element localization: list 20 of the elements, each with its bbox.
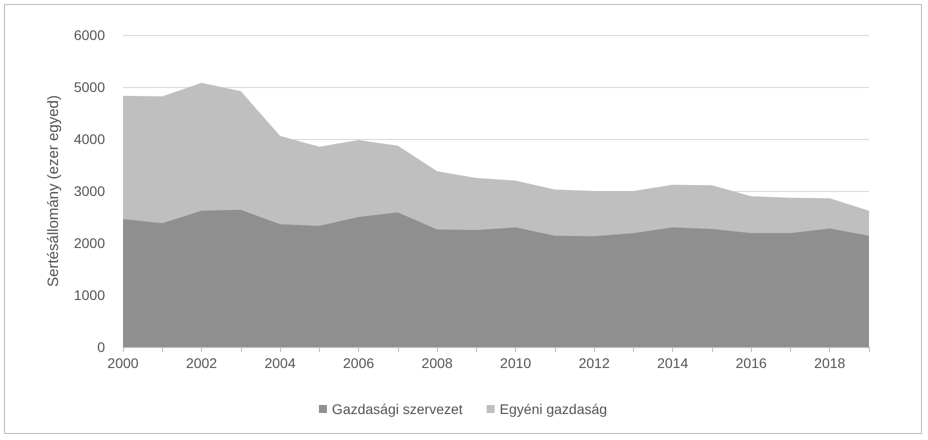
x-tick-label: 2004 bbox=[264, 355, 296, 371]
x-tick-label: 2010 bbox=[500, 355, 532, 371]
legend-label: Gazdasági szervezet bbox=[332, 401, 463, 417]
x-tick-label: 2008 bbox=[422, 355, 453, 371]
y-tick-label: 4000 bbox=[74, 131, 106, 147]
x-tick-label: 2012 bbox=[578, 355, 610, 371]
y-tick-label: 1000 bbox=[74, 287, 106, 303]
x-tick-label: 2006 bbox=[343, 355, 374, 371]
y-tick-label: 3000 bbox=[74, 183, 106, 199]
y-tick-label: 5000 bbox=[74, 79, 106, 95]
legend-label: Egyéni gazdaság bbox=[500, 401, 608, 417]
y-tick-label: 6000 bbox=[74, 27, 106, 43]
x-tick-label: 2016 bbox=[736, 355, 767, 371]
y-tick-label: 2000 bbox=[74, 235, 106, 251]
y-tick-label: 0 bbox=[97, 339, 106, 355]
x-tick-label: 2014 bbox=[657, 355, 688, 371]
x-tick-label: 2000 bbox=[107, 355, 139, 371]
y-axis-title: Sertésállomány (ezer egyed) bbox=[45, 95, 62, 287]
x-tick-label: 2002 bbox=[186, 355, 218, 371]
x-tick-label: 2018 bbox=[814, 355, 846, 371]
